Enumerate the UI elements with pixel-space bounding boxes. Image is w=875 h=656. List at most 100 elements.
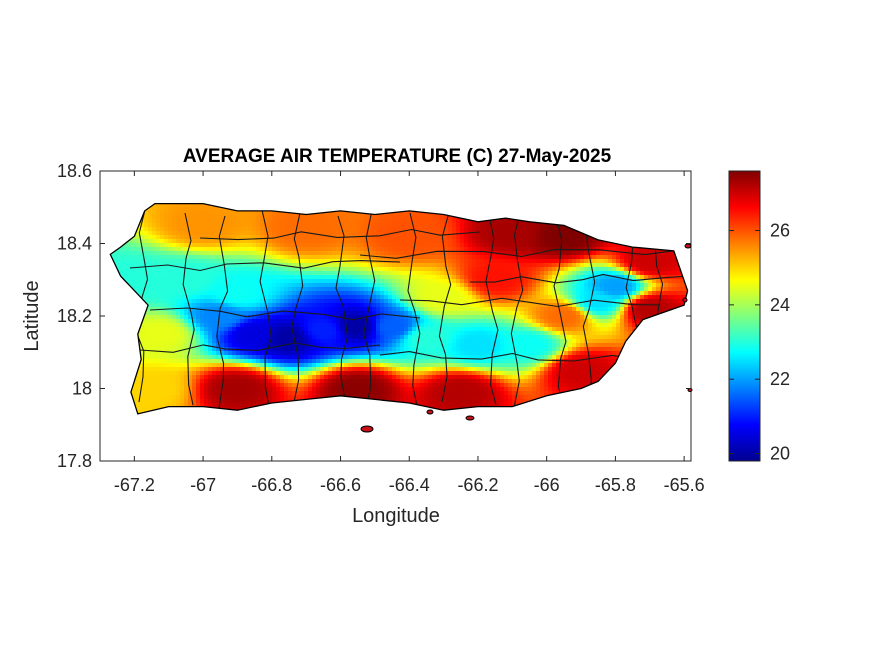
heat-cell: [588, 323, 593, 328]
heat-cell: [296, 275, 301, 280]
heat-cell: [564, 323, 569, 328]
heat-cell: [392, 219, 397, 224]
heat-cell: [392, 327, 397, 332]
heat-cell: [464, 271, 469, 276]
heat-cell: [448, 315, 453, 320]
heat-cell: [512, 223, 517, 228]
heat-cell: [392, 271, 397, 276]
heat-cell: [560, 311, 565, 316]
heat-cell: [316, 275, 321, 280]
heat-cell: [568, 239, 573, 244]
heat-cell: [188, 231, 193, 236]
heat-cell: [536, 291, 541, 296]
heat-cell: [420, 303, 425, 308]
heat-cell: [424, 243, 429, 248]
heat-cell: [672, 259, 677, 264]
heat-cell: [604, 287, 609, 292]
heat-cell: [500, 259, 505, 264]
heat-cell: [140, 231, 145, 236]
heat-cell: [348, 239, 353, 244]
heat-cell: [252, 287, 257, 292]
heat-cell: [528, 299, 533, 304]
heat-cell: [140, 275, 145, 280]
heat-cell: [492, 283, 497, 288]
heat-cell: [460, 287, 465, 292]
heat-cell: [184, 279, 189, 284]
heat-cell: [572, 267, 577, 272]
heat-cell: [216, 255, 221, 260]
heat-cell: [204, 255, 209, 260]
heat-cell: [508, 327, 513, 332]
heat-cell: [196, 211, 201, 216]
heat-cell: [180, 211, 185, 216]
heat-cell: [136, 291, 141, 296]
heat-cell: [128, 267, 133, 272]
heat-cell: [448, 255, 453, 260]
heat-cell: [512, 271, 517, 276]
heat-cell: [264, 271, 269, 276]
heat-cell: [344, 271, 349, 276]
heat-cell: [448, 295, 453, 300]
heat-cell: [236, 243, 241, 248]
heat-cell: [428, 223, 433, 228]
heat-cell: [332, 219, 337, 224]
heat-cell: [340, 327, 345, 332]
heat-cell: [284, 315, 289, 320]
heat-cell: [236, 267, 241, 272]
heat-cell: [288, 315, 293, 320]
heat-cell: [516, 227, 521, 232]
heat-cell: [544, 255, 549, 260]
heat-cell: [540, 287, 545, 292]
heat-cell: [244, 323, 249, 328]
heat-cell: [268, 235, 273, 240]
heat-cell: [608, 275, 613, 280]
heat-cell: [508, 287, 513, 292]
heat-cell: [220, 255, 225, 260]
heat-cell: [272, 279, 277, 284]
heat-cell: [316, 247, 321, 252]
heat-cell: [200, 319, 205, 324]
heat-cell: [380, 315, 385, 320]
heat-cell: [228, 291, 233, 296]
heat-cell: [160, 275, 165, 280]
heat-cell: [508, 259, 513, 264]
heat-cell: [192, 227, 197, 232]
heat-cell: [176, 307, 181, 312]
heat-cell: [164, 327, 169, 332]
heat-cell: [628, 327, 633, 332]
heat-cell: [536, 319, 541, 324]
heat-cell: [532, 227, 537, 232]
heat-cell: [372, 223, 377, 228]
heat-cell: [432, 271, 437, 276]
heat-cell: [148, 239, 153, 244]
heat-cell: [164, 247, 169, 252]
heat-cell: [428, 243, 433, 248]
heat-cell: [352, 307, 357, 312]
heat-cell: [412, 323, 417, 328]
heat-cell: [192, 211, 197, 216]
heat-cell: [244, 315, 249, 320]
heat-cell: [284, 319, 289, 324]
heat-cell: [352, 231, 357, 236]
heat-cell: [204, 279, 209, 284]
heat-cell: [384, 287, 389, 292]
heat-cell: [176, 295, 181, 300]
heat-cell: [540, 303, 545, 308]
heat-cell: [280, 299, 285, 304]
heat-cell: [596, 315, 601, 320]
heat-cell: [248, 287, 253, 292]
heat-cell: [620, 259, 625, 264]
heat-cell: [260, 271, 265, 276]
heat-cell: [508, 295, 513, 300]
heat-cell: [132, 287, 137, 292]
heat-cell: [544, 275, 549, 280]
heat-cell: [452, 267, 457, 272]
heat-cell: [648, 267, 653, 272]
heat-cell: [416, 211, 421, 216]
heat-cell: [508, 255, 513, 260]
heat-cell: [152, 323, 157, 328]
heat-cell: [532, 247, 537, 252]
heat-cell: [436, 251, 441, 256]
heat-cell: [528, 227, 533, 232]
heat-cell: [668, 255, 673, 260]
